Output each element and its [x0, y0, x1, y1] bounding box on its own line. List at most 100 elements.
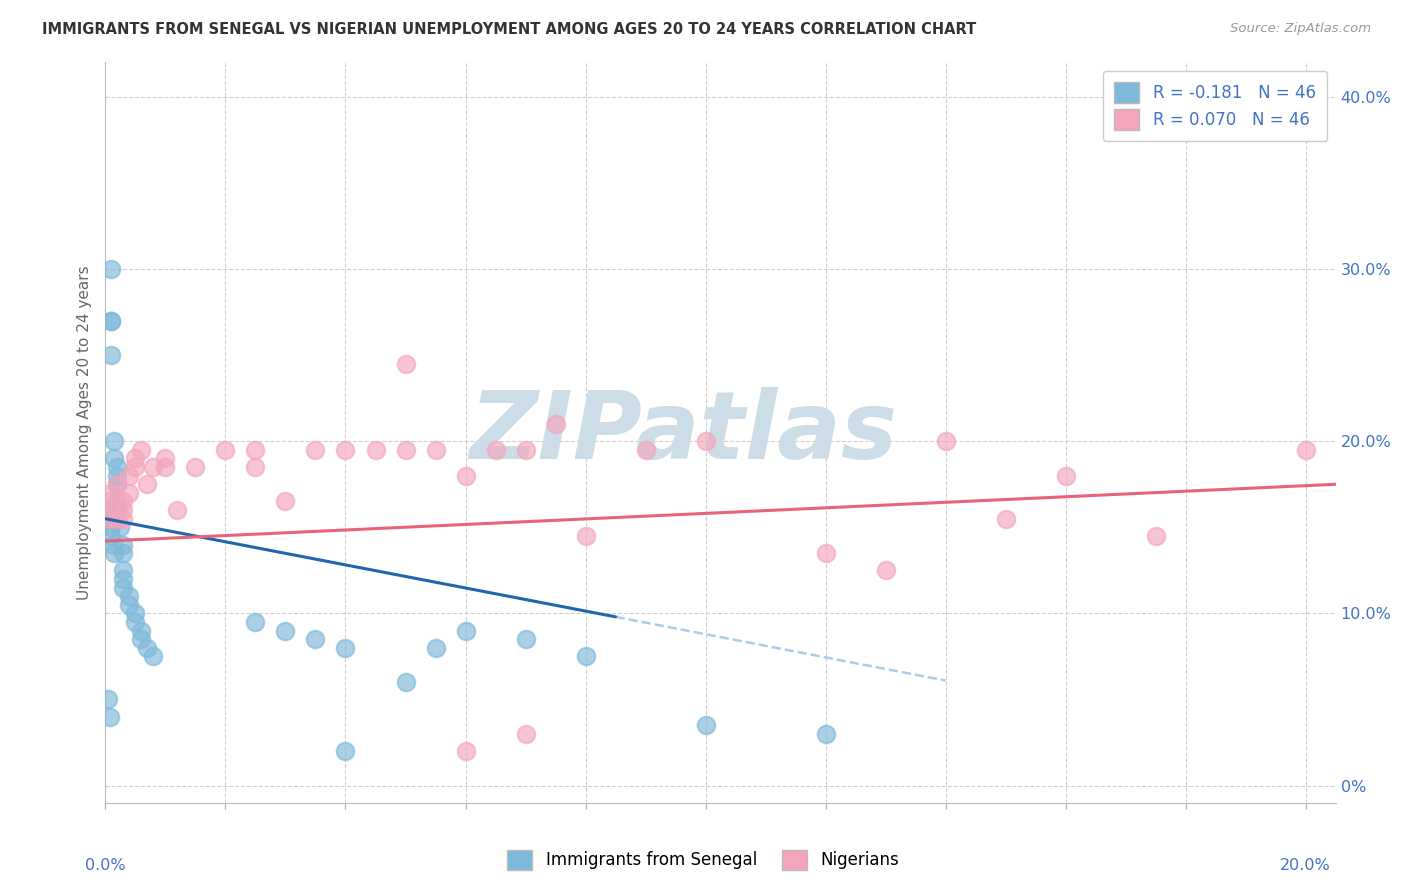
Point [155, 460, 177, 475]
Point [100, 512, 122, 526]
Point [112, 512, 135, 526]
Point [107, 468, 129, 483]
Point [136, 640, 159, 655]
Point [814, 546, 837, 560]
Point [634, 442, 657, 457]
Point [112, 503, 135, 517]
Point [100, 314, 122, 328]
Point [1144, 529, 1167, 543]
Point [103, 434, 125, 449]
Point [454, 744, 477, 758]
Point [100, 512, 122, 526]
Point [100, 503, 122, 517]
Point [994, 512, 1017, 526]
Point [107, 494, 129, 508]
Point [142, 460, 165, 475]
Point [245, 615, 267, 629]
Legend: Immigrants from Senegal, Nigerians: Immigrants from Senegal, Nigerians [501, 843, 905, 877]
Point [112, 494, 135, 508]
Point [245, 442, 267, 457]
Point [142, 649, 165, 664]
Point [814, 727, 837, 741]
Point [935, 434, 957, 449]
Point [1054, 468, 1077, 483]
Point [274, 624, 297, 638]
Point [100, 503, 122, 517]
Point [875, 563, 897, 577]
Text: IMMIGRANTS FROM SENEGAL VS NIGERIAN UNEMPLOYMENT AMONG AGES 20 TO 24 YEARS CORRE: IMMIGRANTS FROM SENEGAL VS NIGERIAN UNEM… [42, 22, 976, 37]
Point [131, 442, 153, 457]
Point [364, 442, 387, 457]
Point [274, 494, 297, 508]
Point [98, 709, 121, 723]
Point [107, 477, 129, 491]
Text: ZIPatlas: ZIPatlas [470, 386, 897, 479]
Point [454, 624, 477, 638]
Point [124, 607, 146, 621]
Point [118, 486, 141, 500]
Point [136, 477, 159, 491]
Point [118, 589, 141, 603]
Point [335, 442, 357, 457]
Point [425, 442, 447, 457]
Point [107, 512, 129, 526]
Point [166, 503, 188, 517]
Point [100, 486, 122, 500]
Point [118, 598, 141, 612]
Legend: R = -0.181   N = 46, R = 0.070   N = 46: R = -0.181 N = 46, R = 0.070 N = 46 [1102, 70, 1327, 142]
Point [574, 649, 596, 664]
Point [454, 468, 477, 483]
Text: 20.0%: 20.0% [1281, 858, 1331, 873]
Point [484, 442, 506, 457]
Text: 0.0%: 0.0% [86, 858, 125, 873]
Point [103, 451, 125, 466]
Point [544, 417, 567, 431]
Point [100, 529, 122, 543]
Point [110, 520, 132, 534]
Point [695, 718, 717, 732]
Point [155, 451, 177, 466]
Point [100, 520, 122, 534]
Point [100, 494, 122, 508]
Point [118, 468, 141, 483]
Point [394, 357, 416, 371]
Point [695, 434, 717, 449]
Point [335, 744, 357, 758]
Point [112, 563, 135, 577]
Point [245, 460, 267, 475]
Point [394, 442, 416, 457]
Point [124, 615, 146, 629]
Point [101, 537, 124, 551]
Point [112, 537, 135, 551]
Point [515, 442, 537, 457]
Y-axis label: Unemployment Among Ages 20 to 24 years: Unemployment Among Ages 20 to 24 years [77, 265, 93, 600]
Point [100, 262, 122, 277]
Point [124, 460, 146, 475]
Point [1295, 442, 1317, 457]
Point [107, 512, 129, 526]
Point [100, 348, 122, 362]
Point [107, 460, 129, 475]
Point [100, 314, 122, 328]
Point [394, 675, 416, 690]
Point [304, 442, 326, 457]
Point [97, 692, 120, 706]
Point [515, 727, 537, 741]
Point [184, 460, 207, 475]
Point [131, 632, 153, 647]
Point [107, 503, 129, 517]
Point [574, 529, 596, 543]
Point [124, 451, 146, 466]
Text: Source: ZipAtlas.com: Source: ZipAtlas.com [1230, 22, 1371, 36]
Point [214, 442, 236, 457]
Point [112, 572, 135, 586]
Point [103, 546, 125, 560]
Point [112, 581, 135, 595]
Point [131, 624, 153, 638]
Point [425, 640, 447, 655]
Point [335, 640, 357, 655]
Point [107, 477, 129, 491]
Point [112, 546, 135, 560]
Point [515, 632, 537, 647]
Point [304, 632, 326, 647]
